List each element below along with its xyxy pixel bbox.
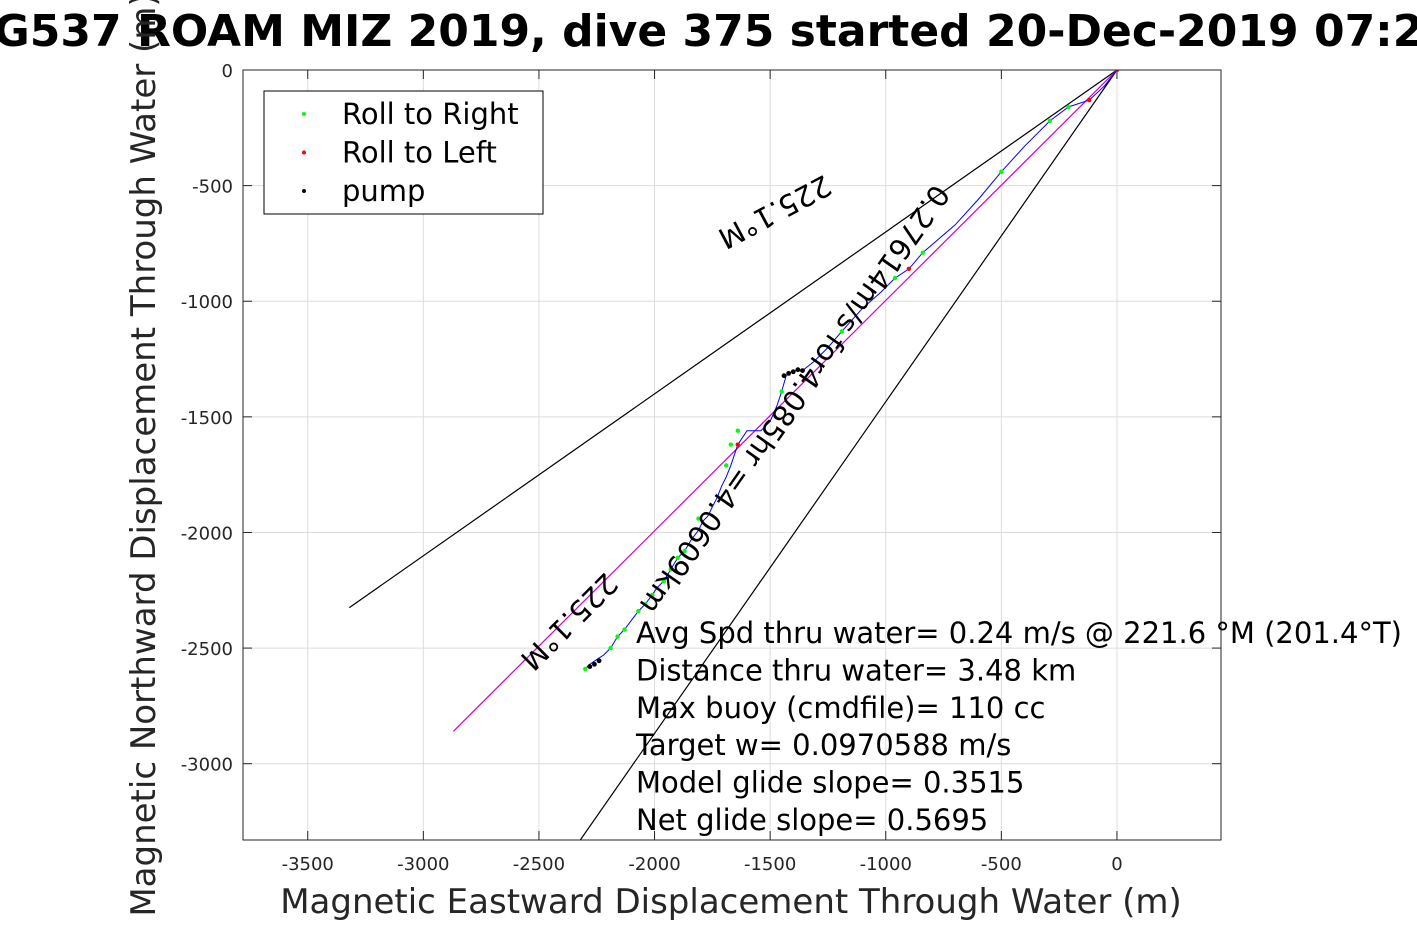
legend-marker (302, 150, 306, 155)
roll-right-point (999, 169, 1004, 174)
roll-right-point (920, 250, 925, 255)
x-tick-label: -1500 (744, 854, 796, 875)
pump-point (592, 661, 597, 667)
roll-right-point (643, 601, 648, 607)
roll-right-point (1047, 118, 1053, 124)
pump-point (781, 373, 787, 379)
x-tick-label: -3000 (397, 854, 449, 875)
roll-right-point (636, 608, 641, 614)
y-tick-label: 0 (222, 61, 233, 82)
pump-point (790, 369, 796, 375)
roll-right-point (724, 463, 729, 468)
x-axis-label: Magnetic Eastward Displacement Through W… (280, 882, 1182, 922)
x-tick-label: -500 (981, 854, 1022, 875)
roll-left-point (906, 266, 912, 272)
y-axis-label: Magnetic Northward Displacement Through … (124, 0, 164, 917)
legend-marker (302, 189, 306, 193)
legend-label: pump (342, 174, 425, 208)
roll-right-point (622, 627, 627, 632)
y-tick-label: -2500 (181, 639, 233, 660)
legend: Roll to Right Roll to Left pump (263, 90, 544, 215)
roll-right-point (650, 592, 655, 598)
roll-right-point (682, 548, 687, 554)
pump-point (596, 658, 602, 664)
x-tick-label: 0 (1111, 854, 1122, 875)
stat-line: Avg Spd thru water= 0.24 m/s @ 221.6 °M … (636, 616, 1402, 650)
stat-line: Target w= 0.0970588 m/s (635, 728, 1011, 762)
stat-line: Model glide slope= 0.3515 (636, 766, 1024, 800)
roll-left-point (1114, 70, 1120, 73)
roll-right-point (668, 567, 673, 572)
legend-marker (302, 112, 306, 116)
legend-label: Roll to Left (342, 136, 497, 170)
pump-point (786, 370, 792, 376)
x-tick-label: -2000 (628, 854, 680, 875)
roll-right-point (608, 645, 613, 651)
legend-box (263, 90, 544, 215)
pump-point (587, 664, 593, 669)
roll-right-point (661, 578, 666, 584)
pump-point (795, 367, 801, 373)
stat-line: Net glide slope= 0.5695 (636, 803, 988, 837)
roll-right-point (696, 516, 701, 521)
x-tick-label: -2500 (513, 854, 565, 875)
chart-title: SG537 ROAM MIZ 2019, dive 375 started 20… (0, 6, 1417, 57)
reference-line-target-heading (452, 70, 1118, 732)
legend-label: Roll to Right (342, 97, 519, 131)
x-tick-label: -1000 (860, 854, 912, 875)
y-tick-label: -1500 (181, 408, 233, 429)
roll-right-point (892, 275, 898, 281)
y-tick-label: -500 (192, 177, 233, 198)
plot-content (349, 70, 1120, 840)
reference-line-bound-right (579, 70, 1118, 840)
stat-line: Distance thru water= 3.48 km (636, 653, 1076, 687)
reference-line-bound-left (349, 70, 1118, 609)
roll-right-point (582, 666, 588, 672)
axes-box (242, 69, 1222, 841)
roll-right-point (839, 329, 845, 334)
roll-right-point (675, 555, 680, 561)
y-tick-label: -2000 (181, 523, 233, 544)
roll-left-point (735, 442, 740, 447)
roll-left-point (1087, 97, 1092, 103)
roll-right-point (735, 428, 740, 433)
x-tick-label: -3500 (282, 854, 334, 875)
y-tick-label: -3000 (181, 755, 233, 776)
roll-right-point (615, 634, 620, 639)
roll-right-point (779, 389, 784, 394)
roll-right-point (1066, 104, 1071, 110)
roll-right-point (728, 442, 734, 447)
stats-block: Avg Spd thru water= 0.24 m/s @ 221.6 °M … (635, 616, 1402, 837)
y-tick-label: -1000 (181, 292, 233, 313)
stat-line: Max buoy (cmdfile)= 110 cc (636, 691, 1045, 725)
pump-point (800, 368, 805, 374)
